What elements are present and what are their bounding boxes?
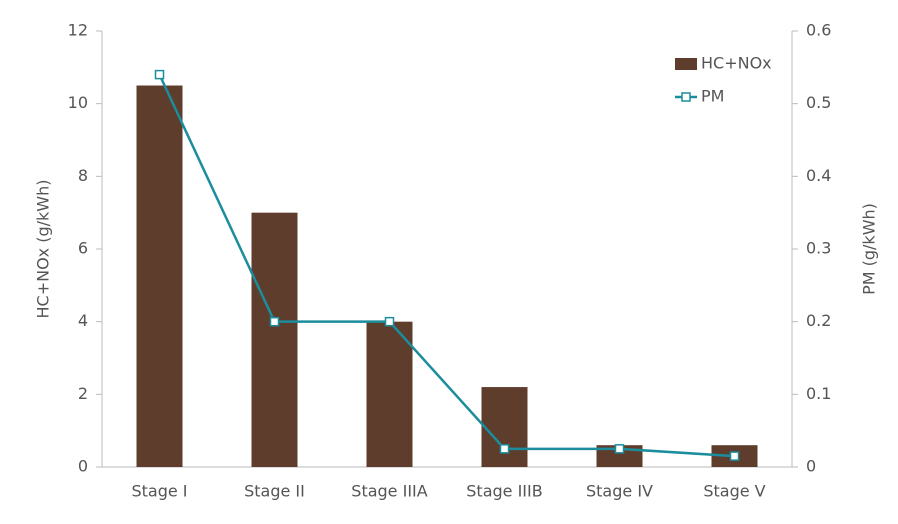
y-tick-label: 0 [78, 457, 88, 476]
marker [729, 451, 740, 461]
bar [481, 387, 528, 467]
y2-tick-label: 0.3 [806, 239, 831, 258]
legend-swatch [681, 92, 691, 102]
y2-axis-label: PM (g/kWh) [860, 203, 879, 295]
x-tick-label: Stage II [244, 482, 305, 501]
y-tick-label: 10 [68, 93, 88, 112]
marker [499, 444, 510, 454]
y2-tick-label: 0.6 [806, 21, 831, 40]
marker [384, 316, 395, 327]
y-tick-label: 12 [68, 21, 88, 40]
y2-tick-label: 0 [806, 457, 816, 476]
legend-label: HC+NOx [701, 54, 772, 73]
y-tick-label: 2 [78, 384, 88, 403]
x-tick-label: Stage V [703, 482, 765, 501]
line [158, 74, 735, 458]
x-tick-label: Stage IIIB [466, 482, 542, 501]
legend-swatch [675, 58, 697, 70]
y-tick-label: 6 [78, 239, 88, 258]
y2-tick-label: 0.5 [806, 93, 831, 112]
y-tick-label: 4 [78, 311, 88, 330]
y2-tick-label: 0.4 [806, 166, 831, 185]
y-axis-label: HC+NOx (g/kWh) [34, 180, 53, 319]
bar [366, 321, 413, 467]
x-tick-label: Stage IV [586, 482, 653, 501]
marker [154, 69, 165, 80]
y2-tick-label: 0.1 [806, 384, 831, 403]
bar [136, 85, 183, 467]
marker [269, 316, 280, 327]
x-tick-label: Stage I [131, 482, 187, 501]
x-tick-label: Stage IIIA [351, 482, 427, 501]
y-tick-label: 8 [78, 166, 88, 185]
legend-label: PM [701, 87, 724, 106]
bar [251, 212, 298, 467]
y2-tick-label: 0.2 [806, 311, 831, 330]
marker [614, 444, 625, 454]
